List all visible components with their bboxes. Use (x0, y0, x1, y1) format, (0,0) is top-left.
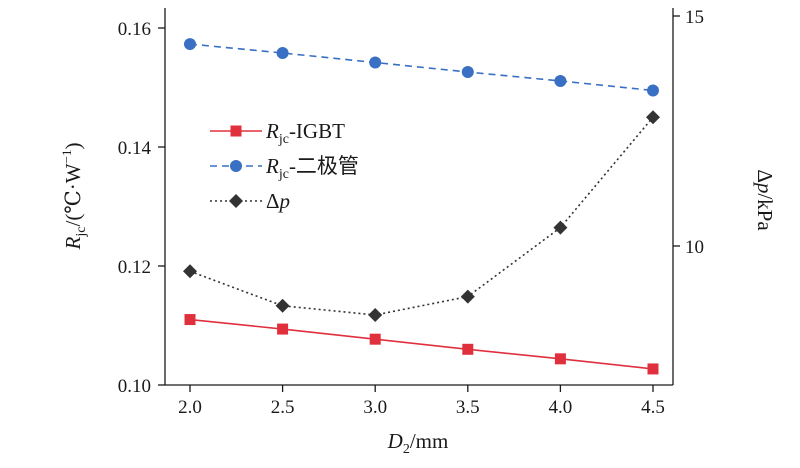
data-point-igbt (184, 314, 196, 326)
y-right-symbol: p (753, 181, 777, 194)
y-left-tick-label: 0.16 (118, 19, 151, 40)
legend-diode-suffix: -二极管 (289, 154, 359, 178)
y-right-tick-label: 15 (685, 7, 704, 28)
x-unit: /mm (410, 429, 449, 453)
data-point-dp (183, 264, 197, 279)
y-right-unit: /kPa (753, 193, 777, 231)
legend-label-diode: Rjc-二极管 (265, 154, 359, 182)
data-point-dp (460, 289, 475, 304)
y-left-symbol: R (61, 236, 85, 250)
y-left-tick-label: 0.12 (118, 257, 151, 278)
data-point-diode (276, 46, 289, 59)
y-left-tick-label: 0.10 (118, 376, 151, 397)
x-axis-title: D2/mm (387, 429, 449, 457)
x-tick-label: 3.5 (456, 397, 480, 418)
y-right-tick-label: 10 (685, 237, 704, 258)
x-tick-label: 4.5 (641, 397, 665, 418)
data-point-diode (647, 84, 659, 97)
legend-dp-symbol: p (278, 189, 291, 213)
y-left-sub: jc (74, 227, 89, 238)
legend: Rjc-IGBT Rjc-二极管 Δp (210, 119, 359, 213)
legend-diode-symbol: R (265, 154, 279, 178)
series-line-igbt (189, 318, 654, 370)
legend-igbt-suffix: -IGBT (289, 119, 345, 143)
data-point-igbt (369, 333, 381, 345)
y-left-sup: −1 (59, 150, 74, 164)
series-layer (183, 38, 660, 375)
y-left-axis-title: Rjc/(℃·W−1) (59, 143, 89, 251)
y-right-prefix: Δ (753, 169, 777, 183)
data-point-dp (368, 308, 383, 322)
x-tick-label: 3.0 (363, 397, 387, 418)
y-right-axis-title: Δp/kPa (753, 169, 777, 231)
data-point-dp (553, 220, 568, 235)
data-point-diode (369, 56, 382, 69)
data-point-diode (461, 66, 474, 79)
legend-diode-sub: jc (278, 167, 289, 182)
data-point-diode (184, 38, 196, 51)
data-point-dp (646, 110, 660, 125)
x-tick-label: 2.5 (271, 397, 295, 418)
data-point-diode (554, 74, 567, 87)
legend-marker-dp (229, 194, 243, 208)
series-line-diode (189, 43, 654, 92)
x-sub: 2 (403, 442, 410, 457)
x-tick-label: 2.0 (178, 397, 202, 418)
ticks-layer: 2.0 2.5 3.0 3.5 4.0 4.5 0.10 0.12 0.14 0.16 10 15 (118, 7, 704, 418)
legend-dp-prefix: Δ (266, 189, 280, 213)
y-left-tick-label: 0.14 (118, 138, 152, 159)
legend-igbt-symbol: R (265, 119, 279, 143)
data-point-igbt (647, 363, 659, 375)
legend-label-igbt: Rjc-IGBT (265, 119, 345, 147)
series-line-dp (189, 116, 654, 316)
legend-igbt-sub: jc (278, 132, 289, 147)
legend-item-diode: Rjc-二极管 (210, 154, 359, 182)
legend-marker-diode (230, 160, 242, 172)
data-point-igbt (462, 343, 474, 355)
legend-item-igbt: Rjc-IGBT (210, 119, 345, 147)
x-symbol: D (387, 429, 403, 453)
legend-marker-igbt (230, 125, 242, 137)
data-point-igbt (277, 323, 289, 335)
legend-label-dp: Δp (266, 189, 290, 213)
y-left-unit: /(℃·W (61, 163, 85, 226)
y-left-close: ) (61, 143, 85, 150)
data-point-dp (275, 298, 290, 313)
legend-item-dp: Δp (210, 189, 290, 213)
x-tick-label: 4.0 (549, 397, 573, 418)
data-point-igbt (554, 353, 566, 365)
